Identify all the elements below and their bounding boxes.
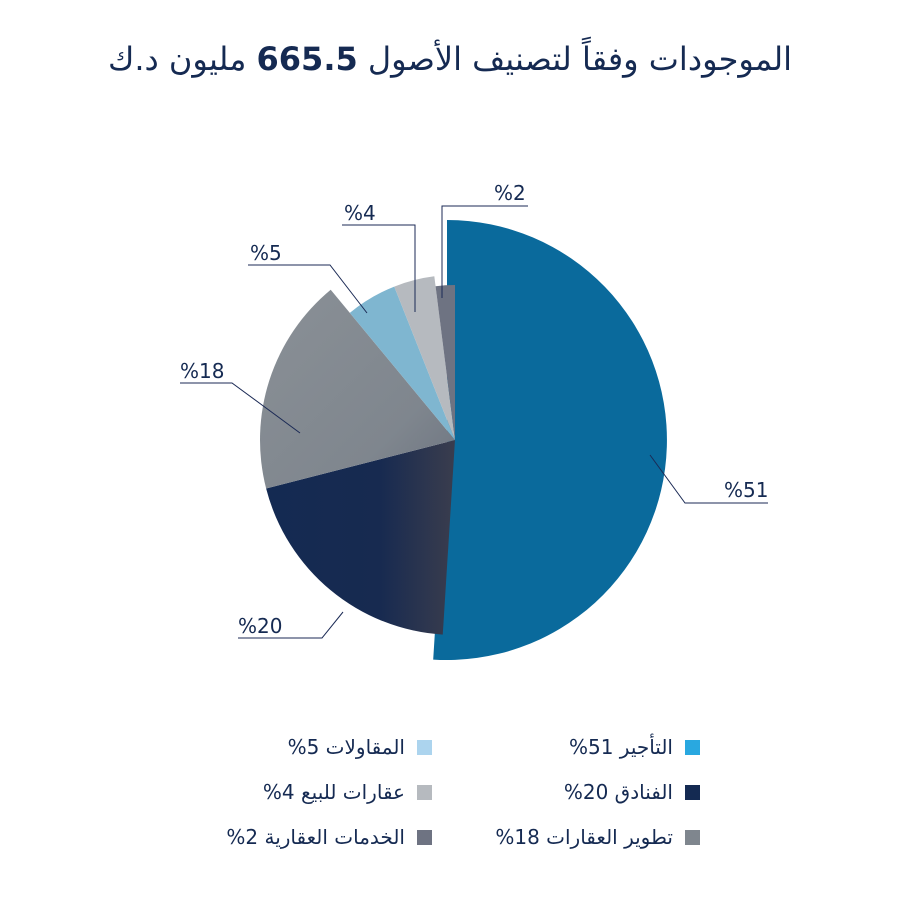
legend-label: عقارات للبيع 4% bbox=[262, 780, 405, 804]
legend-swatch bbox=[685, 739, 700, 755]
legend-swatch bbox=[417, 739, 432, 755]
legend: التأجير 51% الفنادق 20% تطوير العقارات 18%… bbox=[0, 735, 900, 875]
chart-title: الموجودات وفقاً لتصنيف الأصول 665.5 مليو… bbox=[0, 40, 900, 78]
pie-slice-2 bbox=[266, 440, 455, 635]
legend-item-3: تطوير العقارات 18% bbox=[495, 825, 700, 849]
legend-swatch bbox=[417, 784, 432, 800]
legend-item-2: الفنادق 20% bbox=[564, 780, 700, 804]
chart-title-text: الموجودات وفقاً لتصنيف الأصول bbox=[367, 40, 793, 78]
legend-label: المقاولات 5% bbox=[287, 735, 405, 759]
legend-item-1: التأجير 51% bbox=[569, 735, 700, 759]
legend-swatch bbox=[417, 829, 432, 845]
leader-line-4 bbox=[248, 264, 368, 314]
pie-chart: %51 %20 %18 %5 %4 %2 bbox=[180, 181, 768, 660]
legend-label: الفنادق 20% bbox=[563, 780, 673, 804]
legend-item-4: المقاولات 5% bbox=[288, 735, 432, 759]
leader-line-1 bbox=[649, 454, 768, 504]
leader-line-3 bbox=[180, 382, 301, 434]
legend-label: الخدمات العقارية 2% bbox=[226, 825, 405, 849]
leader-lines bbox=[180, 205, 768, 639]
legend-item-6: الخدمات العقارية 2% bbox=[226, 825, 432, 849]
pie-slice-3 bbox=[260, 289, 455, 489]
legend-label: التأجير 51% bbox=[568, 735, 673, 759]
chart-title-unit: مليون د.ك bbox=[107, 40, 247, 78]
pie-slices bbox=[260, 220, 667, 660]
legend-swatch bbox=[685, 784, 700, 800]
leader-line-2 bbox=[238, 611, 344, 639]
legend-label: تطوير العقارات 18% bbox=[495, 825, 673, 849]
leader-line-6 bbox=[441, 205, 528, 298]
chart-title-amount: 665.5 bbox=[256, 40, 358, 78]
legend-swatch bbox=[685, 829, 700, 845]
data-label-6: %2 bbox=[494, 181, 526, 205]
pie-slice-5 bbox=[394, 276, 455, 440]
pie-slice-4 bbox=[349, 286, 455, 440]
data-label-3: %18 bbox=[180, 359, 224, 383]
leader-line-5 bbox=[342, 224, 416, 312]
data-label-2: %20 bbox=[238, 614, 282, 638]
pie-slice-1 bbox=[433, 220, 667, 660]
legend-item-5: عقارات للبيع 4% bbox=[263, 780, 432, 804]
data-label-1: %51 bbox=[724, 478, 768, 502]
data-label-5: %4 bbox=[344, 201, 376, 225]
pie-slice-6 bbox=[435, 285, 455, 440]
data-label-4: %5 bbox=[250, 241, 282, 265]
data-labels: %51 %20 %18 %5 %4 %2 bbox=[180, 181, 768, 638]
